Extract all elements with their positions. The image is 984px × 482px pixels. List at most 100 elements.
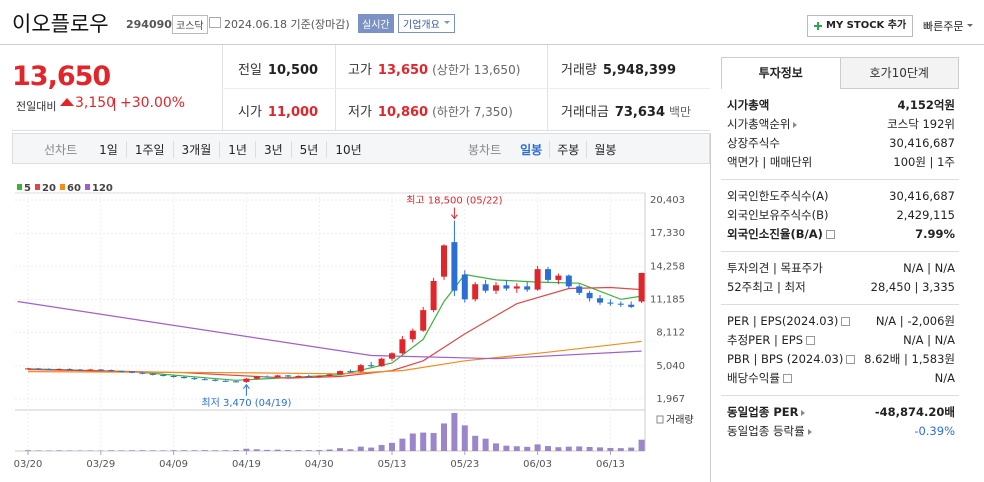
info-label-wrap: 외국인보유주식수(B) bbox=[727, 206, 829, 225]
volume-bar bbox=[129, 450, 135, 451]
info-value: -48,874.20배 bbox=[874, 405, 955, 419]
panel-tab[interactable]: 투자정보 bbox=[721, 57, 841, 89]
period-tab[interactable]: 1일 bbox=[99, 143, 118, 157]
y-tick-label: 5,040 bbox=[656, 361, 685, 372]
period-tab[interactable]: 일봉 bbox=[520, 143, 543, 157]
candle-body bbox=[565, 275, 572, 287]
candle-body bbox=[472, 284, 479, 300]
info-label: 52주최고 | 최저 bbox=[727, 280, 806, 294]
candle-body bbox=[461, 274, 468, 300]
candle-body bbox=[295, 375, 302, 377]
period-tab[interactable]: 월봉 bbox=[586, 141, 623, 158]
info-label-wrap: 외국인한도주식수(A) bbox=[727, 187, 828, 206]
realtime-badge[interactable]: 실시간 bbox=[358, 14, 394, 33]
stat-note: 백만 bbox=[669, 105, 692, 119]
info-group: 시가총액 4,152억원 시가총액순위 코스닥 192위 상장주식수 30,416,687… bbox=[721, 89, 959, 180]
volume-bar bbox=[555, 447, 562, 451]
volume-bar bbox=[389, 442, 395, 451]
volume-icon bbox=[656, 415, 664, 424]
candlestick-chart: 20,403 17,330 14,258 11,185 8,112 5,040 1,967 0… bbox=[14, 183, 694, 470]
info-label: PBR | BPS (2024.03) bbox=[727, 352, 844, 366]
period-tab[interactable]: 1주일 bbox=[125, 141, 173, 158]
divider bbox=[0, 44, 984, 45]
tab-label: 봉차트 bbox=[468, 143, 502, 157]
stat-value: 10,860 bbox=[377, 105, 429, 120]
stat-label: 전일 bbox=[238, 63, 262, 78]
annotation-arrowhead bbox=[243, 383, 250, 390]
info-row: PBR | BPS (2024.03) 8.62배 | 1,583원 bbox=[727, 350, 955, 369]
x-tick-label: 06/03 bbox=[523, 459, 552, 470]
up-arrow bbox=[60, 98, 74, 106]
info-group: PER | EPS(2024.03) N/A | -2,006원 추정PER | E… bbox=[721, 305, 959, 396]
volume-label: 거래량 bbox=[666, 414, 694, 426]
quick-order[interactable]: 빠른주문 bbox=[923, 18, 974, 34]
info-value: -0.39% bbox=[914, 424, 955, 438]
candle-body bbox=[576, 286, 583, 293]
y-tick-label: 20,403 bbox=[650, 195, 685, 206]
stat: 저가 10,860 (하한가 7,350) bbox=[348, 101, 513, 120]
panel-tab[interactable]: 호가10단계 bbox=[840, 57, 959, 89]
candle-body bbox=[555, 275, 562, 280]
period-tab[interactable]: 10년 bbox=[326, 141, 369, 158]
candle-body bbox=[441, 245, 447, 277]
period-tab[interactable]: 3년 bbox=[254, 141, 291, 158]
info-label-wrap: 액면가 | 매매단위 bbox=[727, 153, 812, 172]
volume-bar bbox=[378, 444, 385, 451]
candle-body bbox=[607, 302, 614, 304]
info-label: 액면가 | 매매단위 bbox=[727, 155, 813, 169]
volume-bar bbox=[347, 449, 354, 451]
volume-bar bbox=[482, 438, 489, 451]
divider bbox=[222, 45, 223, 130]
candle-body bbox=[638, 272, 645, 302]
candle-body bbox=[357, 365, 364, 372]
candle-body bbox=[482, 284, 489, 291]
volume-bar bbox=[285, 450, 291, 451]
candle-body bbox=[347, 371, 354, 373]
volume-bar bbox=[253, 449, 260, 451]
info-value: N/A | N/A bbox=[903, 261, 955, 275]
info-group: 동일업종 PER -48,874.20배 동일업종 등락률 -0.39% bbox=[721, 396, 959, 448]
my-stock-button[interactable]: MY STOCK 추가 bbox=[807, 15, 914, 37]
volume-bar bbox=[212, 450, 219, 451]
info-group: 외국인한도주식수(A) 30,416,687 외국인보유주식수(B) 2,429,11… bbox=[721, 180, 959, 252]
candle-body bbox=[118, 371, 125, 373]
info-group: 투자의견 | 목표주가 N/A | N/A 52주최고 | 최저 28,450 | 3… bbox=[721, 252, 959, 305]
overview-button[interactable]: 기업개요 bbox=[398, 14, 455, 33]
moving-average-line bbox=[17, 300, 642, 360]
candle-body bbox=[586, 292, 593, 299]
info-value: 100원 | 1주 bbox=[893, 155, 955, 169]
volume-bar bbox=[326, 449, 333, 451]
info-row: 상장주식수 30,416,687 bbox=[727, 134, 955, 153]
divider bbox=[114, 98, 115, 111]
candle-body bbox=[409, 330, 416, 340]
info-label-wrap: 투자의견 | 목표주가 bbox=[727, 259, 823, 278]
arrow-icon bbox=[793, 121, 798, 128]
overview-label: 기업개요 bbox=[403, 20, 440, 31]
candle-body bbox=[129, 371, 135, 373]
volume-bar bbox=[295, 450, 302, 451]
moving-average-line bbox=[27, 340, 642, 375]
volume-bar bbox=[118, 450, 125, 451]
tab-label: 선차트 bbox=[44, 143, 78, 157]
stat-note: (하한가 7,350) bbox=[432, 105, 513, 119]
candle-body bbox=[493, 285, 499, 291]
legend-swatch bbox=[60, 184, 65, 190]
period-tab[interactable]: 1년 bbox=[219, 141, 255, 158]
candle-body bbox=[316, 375, 323, 377]
annotation: 최저 3,470 (04/19) bbox=[201, 397, 291, 409]
info-label-wrap: 추정PER | EPS bbox=[727, 331, 816, 350]
info-row: 시가총액 4,152억원 bbox=[727, 96, 955, 115]
candle-body bbox=[56, 368, 63, 370]
period-tab[interactable]: 5년 bbox=[290, 141, 327, 158]
period-tab[interactable]: 주봉 bbox=[549, 141, 586, 158]
volume-bar bbox=[274, 449, 281, 451]
my-stock-label: MY STOCK 추가 bbox=[826, 20, 907, 31]
x-tick-label: 05/13 bbox=[378, 459, 407, 470]
volume-bar bbox=[368, 447, 375, 451]
info-label-wrap: 시가총액 bbox=[727, 96, 769, 115]
candle-body bbox=[139, 372, 146, 374]
candle-body bbox=[399, 339, 406, 354]
period-tab[interactable]: 3개월 bbox=[172, 141, 220, 158]
info-value: N/A | -2,006원 bbox=[875, 314, 955, 328]
candle-body bbox=[378, 358, 385, 367]
